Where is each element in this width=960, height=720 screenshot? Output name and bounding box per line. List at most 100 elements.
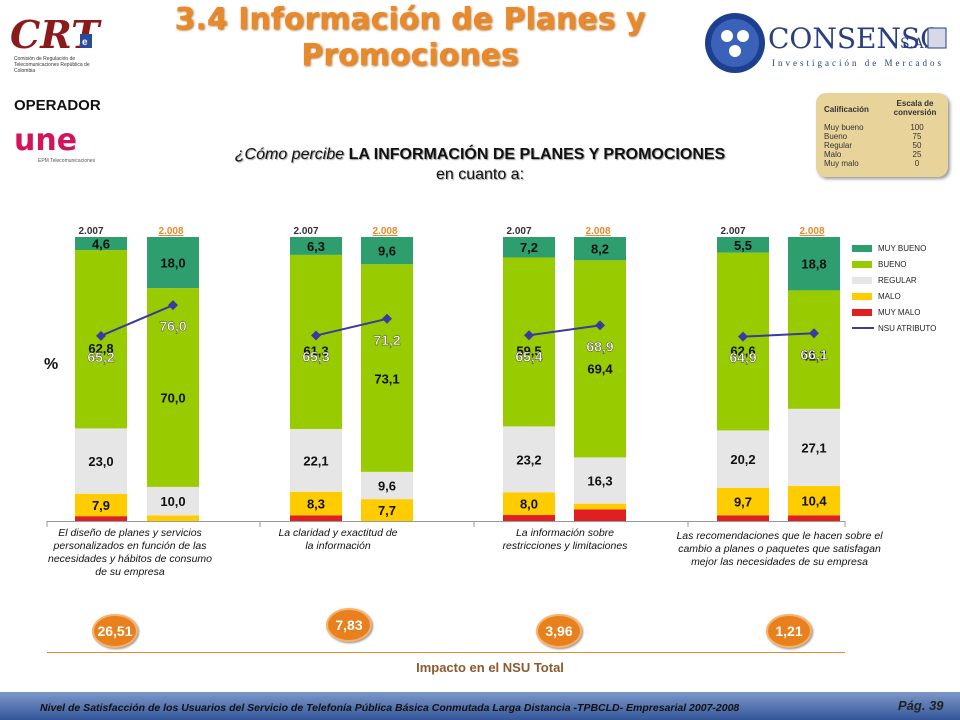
nsu-label: 68,9 <box>586 338 613 354</box>
bar-segment-malo <box>717 487 769 516</box>
operator-label: OPERADOR <box>14 97 101 114</box>
year-label: 2.007 <box>78 226 103 237</box>
data-label: 73,1 <box>374 371 399 386</box>
crt-subtitle: Comisión de Regulación de Telecomunicaci… <box>14 56 90 74</box>
nsu-point <box>96 330 106 341</box>
footer-text: Nivel de Satisfacción de los Usuarios de… <box>40 702 740 714</box>
data-label: 9,6 <box>378 479 396 494</box>
footer-bar <box>0 692 960 720</box>
nsu-label: 65,2 <box>87 349 114 365</box>
data-label: 9,6 <box>378 244 396 259</box>
bar-segment-muy-bueno <box>788 237 840 291</box>
bar-segment-muy-bueno <box>290 237 342 255</box>
bar-segment-muy-bueno <box>75 237 127 251</box>
legend-item: NSU ATRIBUTO <box>852 320 957 336</box>
data-label: 6,3 <box>307 239 325 254</box>
bar-segment-malo <box>574 503 626 510</box>
legend-swatch <box>852 276 872 284</box>
category-label: La claridad y exactitud de la informació… <box>278 527 398 552</box>
scale-row-value: 100 <box>910 123 924 132</box>
bar-segment-regular <box>75 428 127 494</box>
year-label: 2.007 <box>720 226 745 237</box>
bar-segment-bueno <box>290 254 342 429</box>
data-label: 10,4 <box>801 494 827 509</box>
bar-segment-bueno <box>574 260 626 458</box>
nsu-label: 65,3 <box>302 349 329 365</box>
data-label: 8,0 <box>520 497 538 512</box>
legend-label: MUY MALO <box>878 307 921 317</box>
question-prefix: ¿Cómo percibe <box>234 146 349 163</box>
scale-row-value: 0 <box>914 159 920 168</box>
data-label: 7,7 <box>378 503 396 518</box>
bar-segment-regular <box>503 426 555 493</box>
bar-segment-muy-bueno <box>503 237 555 258</box>
nsu-point <box>382 313 392 324</box>
data-label: 18,8 <box>801 257 826 272</box>
legend-item: MALO <box>852 288 957 304</box>
year-label: 2.008 <box>158 226 183 237</box>
impact-bubble: 7,83 <box>326 608 372 642</box>
scale-row: Regular 50 <box>824 141 934 150</box>
page-number: Pág. 39 <box>898 698 944 713</box>
question-bold: LA INFORMACIÓN DE PLANES Y PROMOCIONES <box>348 146 726 163</box>
bar-segment-regular <box>574 457 626 504</box>
data-label: 62,6 <box>730 343 755 358</box>
legend-swatch <box>852 260 872 268</box>
bar-segment-muy-bueno <box>717 237 769 253</box>
bar-segment-malo <box>503 492 555 516</box>
bar-segment-malo <box>147 515 199 521</box>
question-suffix: en cuanto a: <box>435 166 525 183</box>
scale-row-label: Muy bueno <box>824 123 864 132</box>
bar-segment-muy-bueno <box>361 237 413 265</box>
data-label: 23,2 <box>516 452 541 467</box>
bar-segment-muy-bueno <box>147 237 199 289</box>
legend-label: MALO <box>878 291 901 301</box>
data-label: 70,0 <box>160 390 185 405</box>
crt-logo: CRT e <box>10 12 102 57</box>
page-title: 3.4 Información de Planes y Promociones <box>174 2 646 73</box>
impact-divider <box>47 652 845 653</box>
une-brand-sub: EPM Telecomunicaciones <box>38 158 96 164</box>
data-label: 18,0 <box>160 256 185 271</box>
y-axis-label: % <box>44 356 59 373</box>
data-label: 10,0 <box>160 494 185 509</box>
data-label: 61,3 <box>303 344 328 359</box>
year-label: 2.008 <box>585 226 610 237</box>
nsu-point <box>738 331 748 342</box>
data-label: 8,2 <box>591 242 609 257</box>
legend-label: MUY BUENO <box>878 243 927 253</box>
nsu-point <box>524 330 534 341</box>
legend-item: MUY MALO <box>852 304 957 320</box>
data-label: 27,1 <box>801 440 826 455</box>
bar-segment-regular <box>717 430 769 488</box>
svg-text:e: e <box>82 37 88 48</box>
consenso-suffix: S.A. <box>900 36 928 52</box>
impact-bubble: 3,96 <box>536 614 582 648</box>
category-label: El diseño de planes y servicios personal… <box>47 527 213 578</box>
data-label: 69,4 <box>587 362 613 377</box>
legend-swatch <box>852 244 872 252</box>
scale-rows: Muy bueno 100 Bueno 75 Regular 50 Malo 25 Muy ma… <box>824 123 934 168</box>
bar-segment-bueno <box>788 290 840 409</box>
bar-segment-malo <box>361 499 413 521</box>
data-label: 4,6 <box>92 237 110 252</box>
bar-segment-muy-malo <box>503 515 555 521</box>
data-label: 22,1 <box>303 453 328 468</box>
data-label: 7,9 <box>92 498 110 513</box>
year-label: 2.007 <box>506 226 531 237</box>
impact-label: Impacto en el NSU Total <box>416 660 564 675</box>
bar-segment-regular <box>147 486 199 516</box>
scale-row-value: 75 <box>912 132 922 141</box>
nsu-point <box>168 300 178 311</box>
data-label: 5,5 <box>734 238 752 253</box>
une-brand: une <box>14 123 77 158</box>
scale-row-label: Bueno <box>824 132 848 141</box>
nsu-label: 66,1 <box>800 346 827 362</box>
scale-row-label: Regular <box>824 141 853 150</box>
impact-bubble: 1,21 <box>766 614 812 648</box>
bar-segment-malo <box>788 485 840 516</box>
data-label: 16,3 <box>587 474 612 489</box>
bar-segment-muy-malo <box>75 516 127 521</box>
category-label: La información sobre restricciones y lim… <box>502 527 628 552</box>
scale-row-label: Muy malo <box>824 159 859 168</box>
